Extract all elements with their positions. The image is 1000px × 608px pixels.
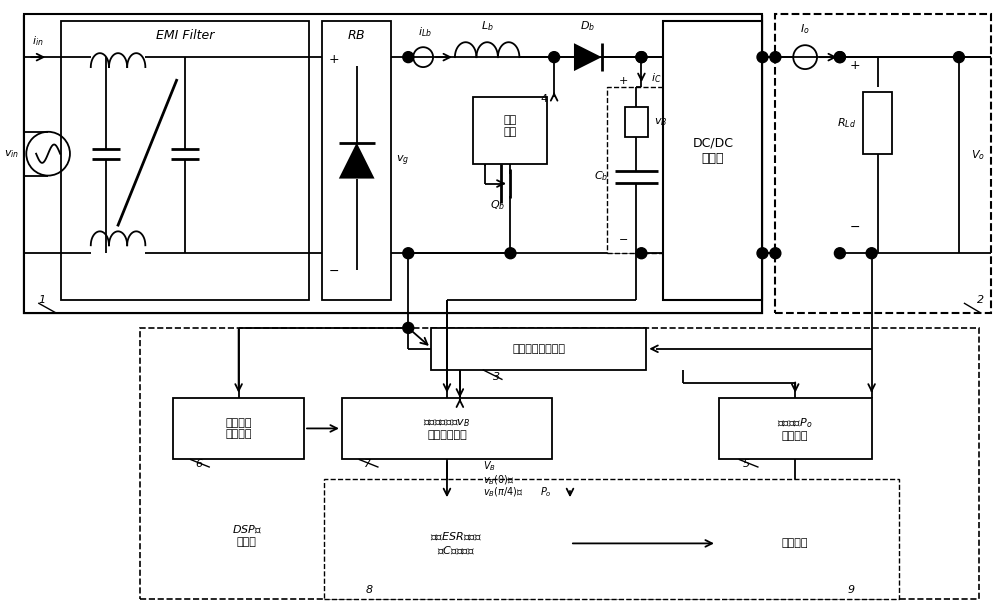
Polygon shape bbox=[339, 143, 375, 179]
Text: 驱动
电路: 驱动 电路 bbox=[503, 116, 517, 137]
Text: $C_b$: $C_b$ bbox=[594, 170, 609, 184]
Text: +: + bbox=[619, 76, 629, 86]
Text: $V_o$: $V_o$ bbox=[971, 148, 985, 162]
Bar bbox=[24, 16, 762, 313]
Text: $i_C$: $i_C$ bbox=[651, 71, 662, 85]
Bar bbox=[775, 15, 991, 313]
Text: 电容$ESR$和电容
量$C$计算单元: 电容$ESR$和电容 量$C$计算单元 bbox=[430, 531, 482, 556]
Text: $i_{Lb}$: $i_{Lb}$ bbox=[418, 26, 432, 39]
Text: 2: 2 bbox=[977, 295, 984, 305]
Circle shape bbox=[834, 247, 845, 259]
Bar bbox=[607, 87, 666, 254]
Text: 输出功率$P_o$
采样单元: 输出功率$P_o$ 采样单元 bbox=[777, 416, 813, 441]
Bar bbox=[342, 398, 552, 459]
Text: +: + bbox=[849, 59, 860, 72]
Circle shape bbox=[403, 52, 414, 63]
Text: 4: 4 bbox=[541, 94, 548, 104]
Text: $RB$: $RB$ bbox=[347, 29, 366, 43]
Circle shape bbox=[834, 52, 845, 63]
Circle shape bbox=[757, 52, 768, 63]
Text: +: + bbox=[329, 53, 339, 66]
Text: −: − bbox=[329, 265, 339, 278]
Circle shape bbox=[866, 247, 877, 259]
Circle shape bbox=[834, 52, 845, 63]
Text: −: − bbox=[619, 235, 629, 245]
Text: $L_b$: $L_b$ bbox=[481, 19, 494, 33]
Circle shape bbox=[403, 322, 414, 333]
Text: 显示单元: 显示单元 bbox=[782, 539, 808, 548]
Bar bbox=[322, 21, 391, 300]
Text: $Q_b$: $Q_b$ bbox=[490, 198, 505, 212]
Text: 触发脉冲
生成单元: 触发脉冲 生成单元 bbox=[225, 418, 252, 439]
Circle shape bbox=[636, 52, 647, 63]
Bar bbox=[324, 479, 899, 599]
Circle shape bbox=[505, 247, 516, 259]
Text: $v_B(0)$、: $v_B(0)$、 bbox=[483, 474, 514, 487]
Text: $i_{in}$: $i_{in}$ bbox=[32, 34, 44, 48]
Circle shape bbox=[636, 52, 647, 63]
Text: 6: 6 bbox=[195, 459, 202, 469]
Text: −: − bbox=[849, 221, 860, 234]
Bar bbox=[431, 328, 646, 370]
Circle shape bbox=[403, 247, 414, 259]
Text: DC/DC
变换器: DC/DC 变换器 bbox=[692, 137, 733, 165]
Text: $v_g$: $v_g$ bbox=[396, 153, 410, 168]
Bar bbox=[719, 398, 872, 459]
Text: $I_o$: $I_o$ bbox=[800, 22, 810, 36]
Text: $v_B(\pi/4)$、: $v_B(\pi/4)$、 bbox=[483, 485, 523, 499]
Bar bbox=[173, 398, 304, 459]
Text: 9: 9 bbox=[848, 585, 855, 595]
Bar bbox=[663, 21, 762, 300]
Bar bbox=[24, 16, 762, 313]
Bar bbox=[719, 502, 872, 585]
Bar bbox=[342, 502, 570, 585]
Text: 直流母线电压$v_B$
触发采样单元: 直流母线电压$v_B$ 触发采样单元 bbox=[423, 416, 471, 440]
Text: 3: 3 bbox=[493, 371, 500, 382]
Circle shape bbox=[770, 52, 781, 63]
Text: EMI Filter: EMI Filter bbox=[156, 29, 214, 43]
Bar bbox=[473, 97, 547, 164]
Text: $V_B$: $V_B$ bbox=[483, 459, 496, 473]
Text: $P_o$: $P_o$ bbox=[540, 485, 552, 499]
Text: 8: 8 bbox=[366, 585, 373, 595]
Text: 7: 7 bbox=[364, 459, 371, 469]
Text: $DSP$或
单片机: $DSP$或 单片机 bbox=[232, 523, 262, 547]
Polygon shape bbox=[574, 43, 602, 71]
Text: $R_{Ld}$: $R_{Ld}$ bbox=[837, 116, 856, 130]
Text: 功率电路控制单元: 功率电路控制单元 bbox=[512, 344, 565, 354]
Bar bbox=[140, 328, 979, 599]
Text: $v_B$: $v_B$ bbox=[654, 116, 668, 128]
Circle shape bbox=[636, 247, 647, 259]
Circle shape bbox=[549, 52, 560, 63]
Bar bbox=[625, 107, 648, 137]
Text: 1: 1 bbox=[38, 295, 45, 305]
Circle shape bbox=[770, 247, 781, 259]
Text: $D_b$: $D_b$ bbox=[580, 19, 595, 33]
Bar bbox=[863, 92, 892, 154]
Text: $v_{in}$: $v_{in}$ bbox=[4, 148, 19, 159]
Text: 5: 5 bbox=[743, 459, 750, 469]
Bar bbox=[61, 21, 309, 300]
Bar bbox=[24, 15, 762, 313]
Circle shape bbox=[953, 52, 964, 63]
Circle shape bbox=[757, 247, 768, 259]
